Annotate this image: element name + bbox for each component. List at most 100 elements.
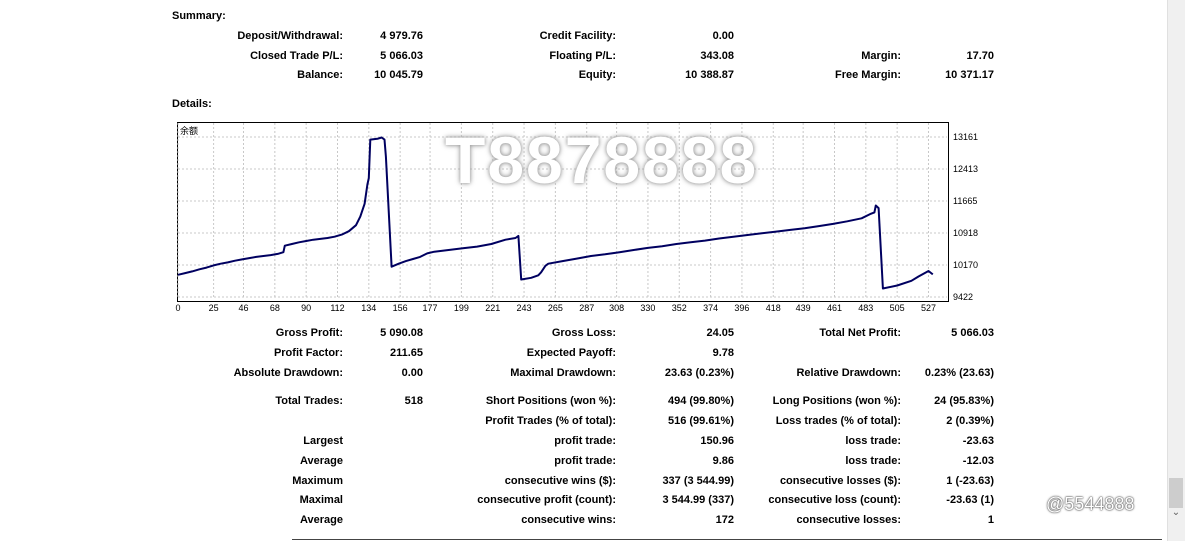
x-tick-label: 527 [921,303,936,313]
deposit-value: 4 979.76 [380,30,423,42]
average2-label: Average [299,514,343,526]
free-margin-value: 10 371.17 [945,69,994,81]
x-tick-label: 90 [301,303,311,313]
total-net-label: Total Net Profit: [819,327,901,339]
max-wins-label: consecutive wins ($): [504,475,616,487]
gross-loss-value: 24.05 [706,327,734,339]
expected-payoff-value: 9.78 [712,347,734,359]
scroll-down-icon[interactable]: ⌄ [1171,507,1181,518]
vertical-scrollbar[interactable] [1167,0,1185,541]
x-tick-label: 287 [579,303,594,313]
total-net-value: 5 066.03 [951,327,994,339]
x-tick-label: 396 [734,303,749,313]
maximal-loss-label: consecutive loss (count): [768,494,901,506]
largest-loss-value: -23.63 [962,435,994,447]
credit-label: Credit Facility: [539,30,616,42]
free-margin-label: Free Margin: [834,69,901,81]
maximal-profit-label: consecutive profit (count): [477,494,616,506]
abs-drawdown-value: 0.00 [401,367,423,379]
maximal-loss-value: -23.63 (1) [946,494,994,506]
x-tick-label: 265 [548,303,563,313]
avg-wins-value: 172 [715,514,734,526]
balance-chart-svg: 0 25 46 68 90 112 134 156 177 199 221 243 265 287 308 3… [175,123,978,313]
x-tick-label: 112 [330,303,344,313]
x-tick-label: 483 [858,303,873,313]
total-trades-label: Total Trades: [275,395,343,407]
equity-label: Equity: [578,69,616,81]
x-tick-label: 177 [423,303,438,313]
scrollbar-thumb[interactable] [1169,478,1183,508]
abs-drawdown-label: Absolute Drawdown: [233,367,343,379]
x-tick-label: 221 [485,303,500,313]
floating-value: 343.08 [700,50,734,62]
largest-loss-label: loss trade: [845,435,901,447]
max-wins-value: 337 (3 544.99) [662,475,734,487]
largest-profit-label: profit trade: [554,435,616,447]
average-loss-label: loss trade: [845,455,901,467]
y-tick-label: 13161 [953,132,978,142]
details-heading: Details: [172,98,212,110]
short-positions-label: Short Positions (won %): [485,395,616,407]
loss-trades-value: 2 (0.39%) [946,415,994,427]
y-tick-label: 9422 [953,292,973,302]
average-label: Average [299,455,343,467]
closed-pl-label: Closed Trade P/L: [250,50,343,62]
x-tick-label: 418 [766,303,781,313]
avg-losses-value: 1 [987,514,994,526]
short-positions-value: 494 (99.80%) [667,395,734,407]
closed-pl-value: 5 066.03 [380,50,423,62]
corner-watermark: @5544888 [1046,494,1135,514]
x-tick-label: 505 [890,303,905,313]
max-losses-label: consecutive losses ($): [779,475,901,487]
long-positions-value: 24 (95.83%) [934,395,994,407]
max-drawdown-label: Maximal Drawdown: [510,367,616,379]
average-profit-label: profit trade: [554,455,616,467]
avg-wins-label: consecutive wins: [521,514,616,526]
watermark-text: T8878888 [445,123,759,197]
y-tick-label: 10918 [953,228,978,238]
average-profit-value: 9.86 [712,455,734,467]
chart-legend: 余额 [180,126,199,136]
x-tick-label: 308 [609,303,624,313]
largest-label: Largest [303,435,343,447]
max-drawdown-value: 23.63 (0.23%) [664,367,734,379]
x-tick-label: 46 [238,303,248,313]
bottom-divider [292,539,1162,540]
x-tick-label: 199 [454,303,469,313]
equity-value: 10 388.87 [685,69,734,81]
gross-loss-label: Gross Loss: [551,327,616,339]
x-tick-label: 134 [361,303,376,313]
y-tick-label: 12413 [953,164,978,174]
y-tick-label: 10170 [953,260,978,270]
summary-heading: Summary: [172,10,226,22]
x-tick-label: 25 [209,303,219,313]
long-positions-label: Long Positions (won %): [772,395,901,407]
x-tick-label: 330 [640,303,655,313]
x-tick-label: 0 [175,303,180,313]
largest-profit-value: 150.96 [700,435,734,447]
profit-trades-value: 516 (99.61%) [667,415,734,427]
credit-value: 0.00 [712,30,734,42]
loss-trades-label: Loss trades (% of total): [775,415,901,427]
y-tick-label: 11665 [953,196,977,206]
x-tick-label: 243 [517,303,532,313]
x-tick-label: 461 [827,303,842,313]
rel-drawdown-value: 0.23% (23.63) [924,367,994,379]
margin-value: 17.70 [966,50,994,62]
x-tick-label: 374 [703,303,718,313]
max-losses-value: 1 (-23.63) [946,475,994,487]
avg-losses-label: consecutive losses: [796,514,901,526]
gross-profit-label: Gross Profit: [275,327,343,339]
x-tick-label: 439 [796,303,811,313]
profit-trades-label: Profit Trades (% of total): [485,415,616,427]
x-tick-label: 156 [393,303,408,313]
rel-drawdown-label: Relative Drawdown: [796,367,901,379]
maximum-label: Maximum [292,475,343,487]
maximal-profit-value: 3 544.99 (337) [662,494,734,506]
x-tick-label: 68 [270,303,280,313]
balance-value: 10 045.79 [374,69,423,81]
average-loss-value: -12.03 [962,455,994,467]
x-tick-label: 352 [672,303,687,313]
gross-profit-value: 5 090.08 [380,327,423,339]
profit-factor-label: Profit Factor: [273,347,343,359]
